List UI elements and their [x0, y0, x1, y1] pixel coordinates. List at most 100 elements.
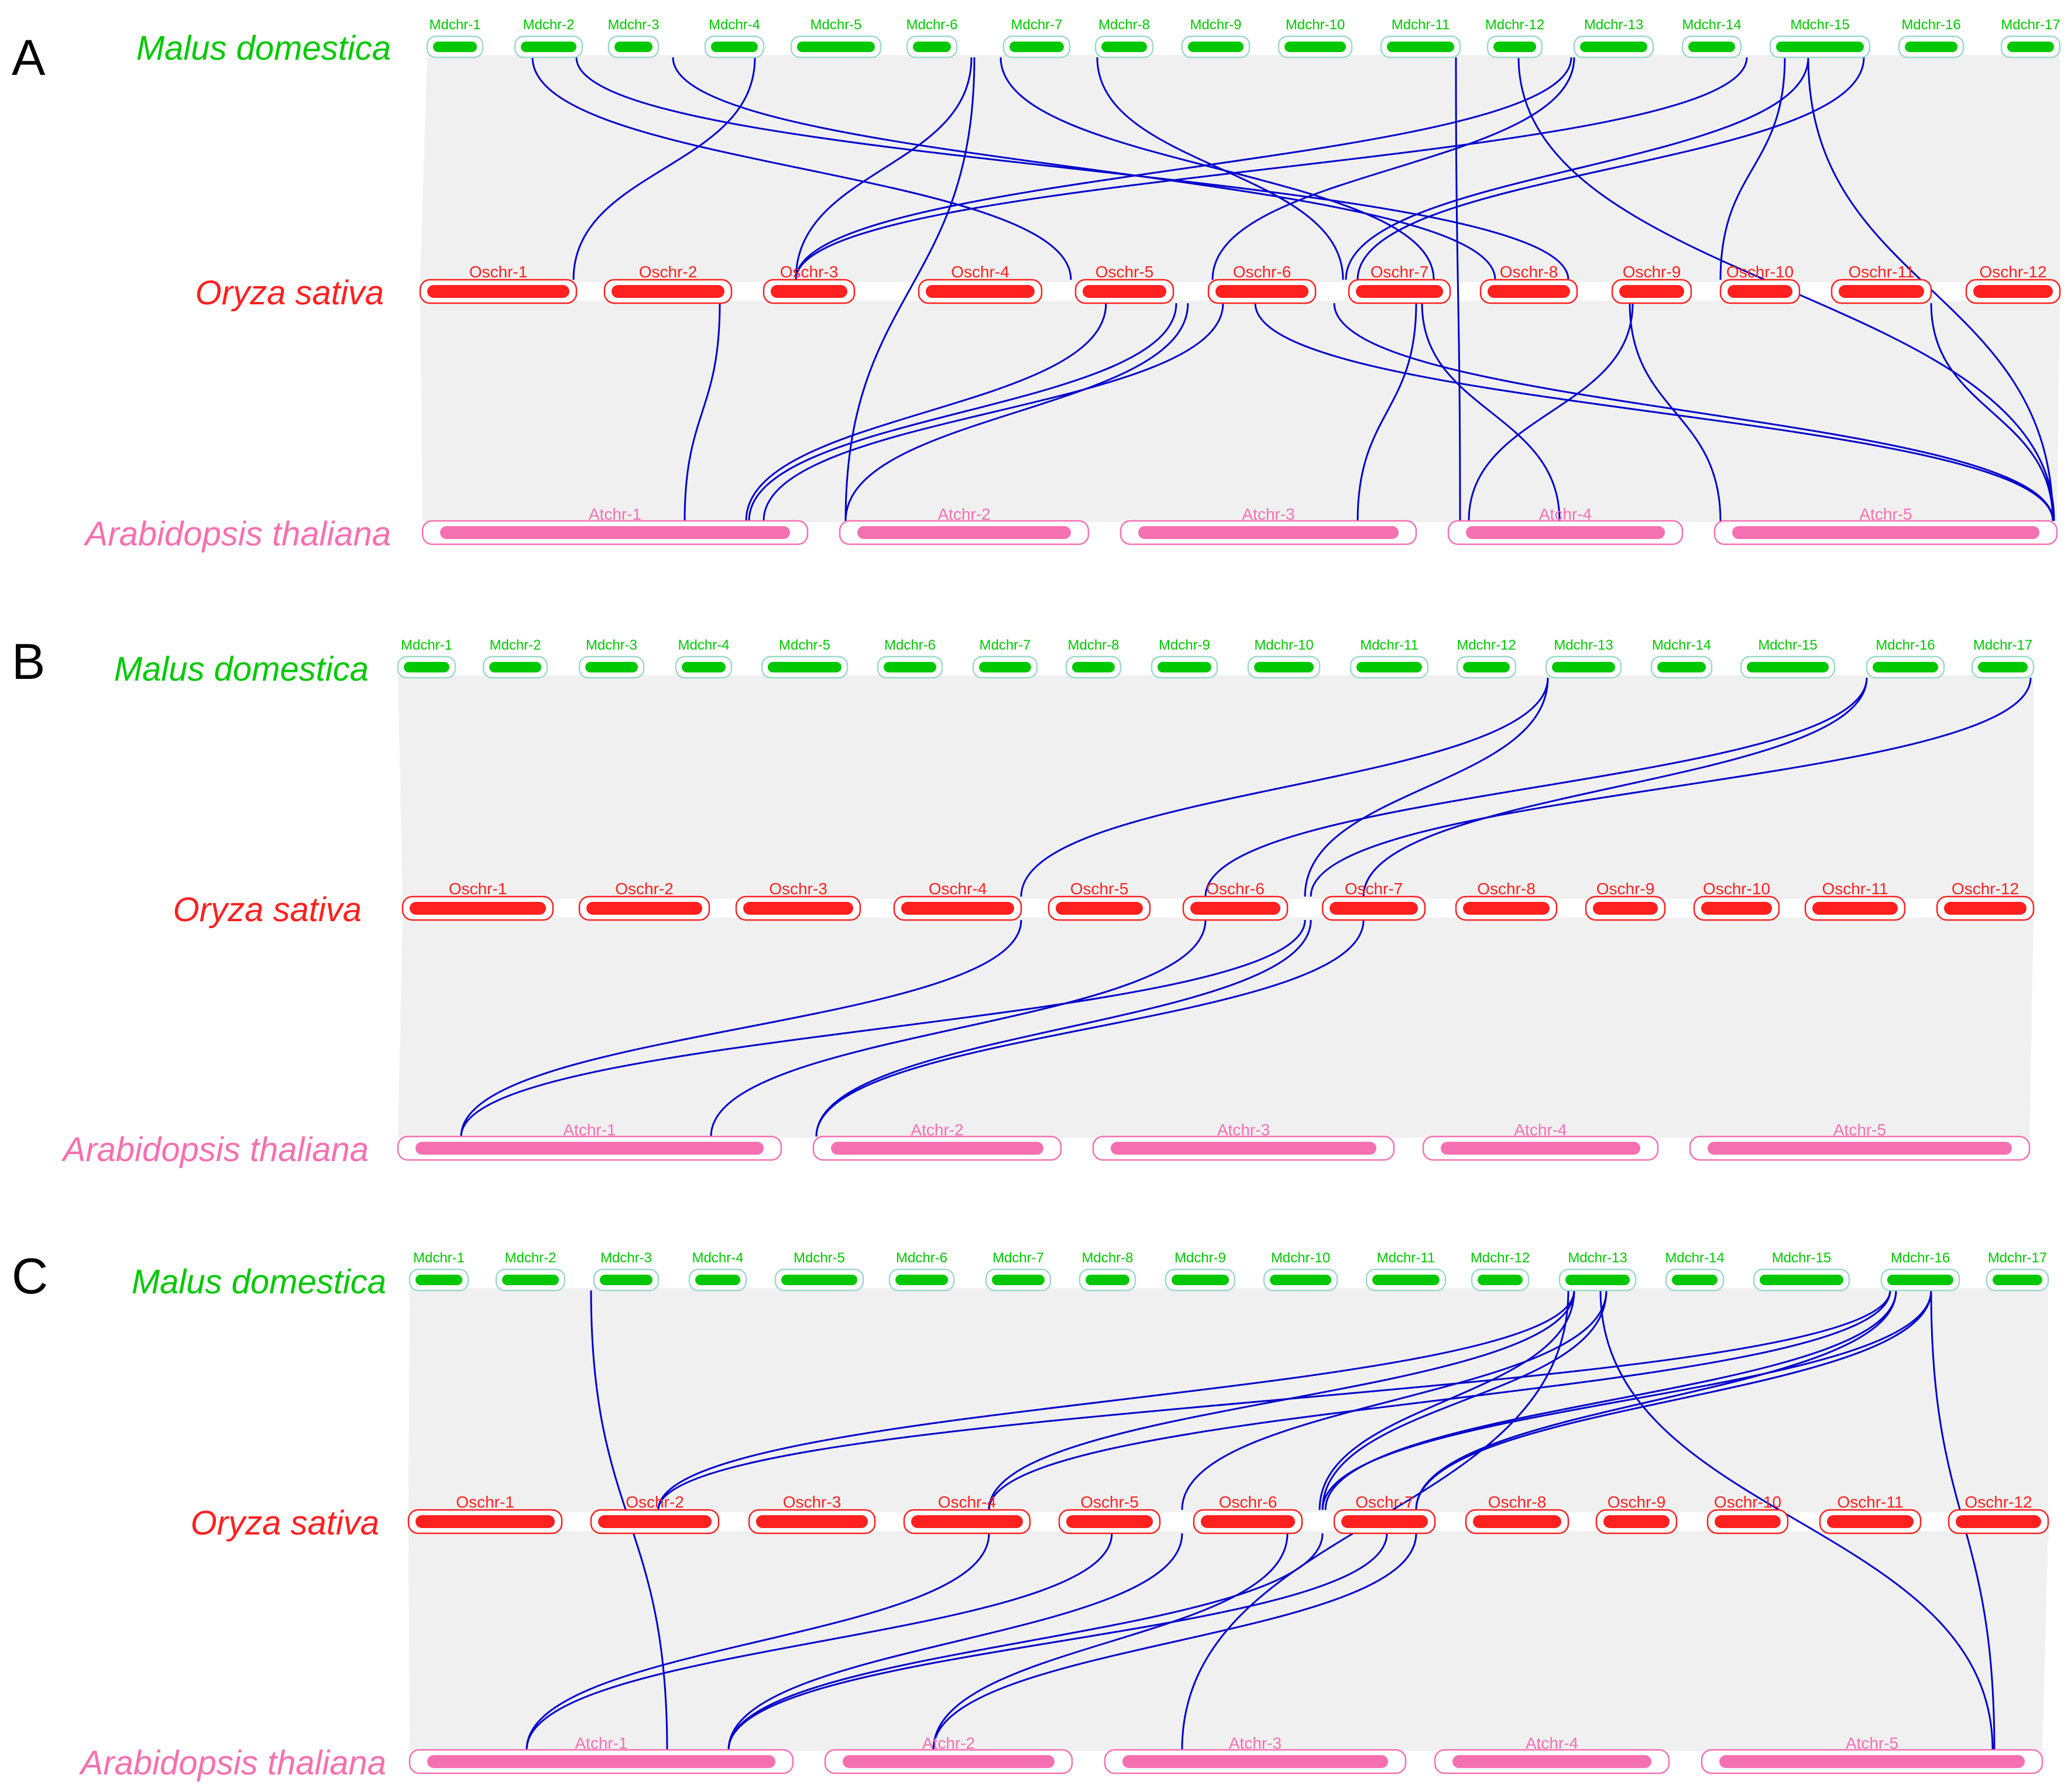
oryza-chromosome-a-10-bar	[1727, 285, 1792, 298]
malus-chromosome-a-9-bar	[1188, 42, 1244, 52]
malus-chromosome-b-2-bar	[489, 662, 541, 672]
oryza-chromosome-b-6-bar	[1190, 902, 1280, 915]
arabidopsis-chromosome-b-5-bar	[1708, 1142, 2012, 1155]
malus-chromosome-b-15-bar	[1747, 662, 1829, 672]
malus-chromosome-c-2-bar	[502, 1275, 559, 1285]
species-label-arabidopsis: Arabidopsis thaliana	[84, 515, 391, 553]
oryza-chromosome-b-2-bar	[586, 902, 702, 915]
oryza-chromosome-a-10-label: Oschr-10	[1726, 263, 1794, 281]
malus-chromosome-a-16-bar	[1905, 42, 1957, 52]
malus-chromosome-c-8-label: Mdchr-8	[1081, 1250, 1133, 1266]
arabidopsis-chromosome-b-2-bar	[831, 1142, 1043, 1155]
panel-letter-b: B	[12, 634, 45, 690]
malus-chromosome-a-16-label: Mdchr-16	[1901, 17, 1960, 33]
malus-chromosome-b-11-label: Mdchr-11	[1360, 637, 1419, 653]
malus-chromosome-c-12-bar	[1478, 1275, 1523, 1285]
oryza-chromosome-a-2-label: Oschr-2	[639, 263, 698, 281]
malus-chromosome-b-13-label: Mdchr-13	[1554, 637, 1613, 653]
species-label-oryza: Oryza sativa	[173, 891, 362, 929]
oryza-chromosome-b-6-label: Oschr-6	[1206, 880, 1265, 898]
link-md-os	[795, 57, 1748, 280]
background-collinearity-layer	[398, 54, 2060, 1752]
malus-chromosome-c-2-label: Mdchr-2	[504, 1250, 556, 1266]
oryza-chromosome-b-9-label: Oschr-9	[1596, 880, 1655, 898]
malus-chromosome-a-11-bar	[1387, 42, 1454, 52]
malus-chromosome-b-15-label: Mdchr-15	[1758, 637, 1817, 653]
arabidopsis-chromosome-c-3-bar	[1122, 1755, 1388, 1768]
oryza-chromosome-a-11-bar	[1839, 285, 1924, 298]
link-md-os	[1211, 57, 1575, 280]
link-os-at	[526, 1533, 1113, 1750]
malus-chromosome-b-8-bar	[1072, 662, 1115, 672]
oryza-chromosome-b-10-bar	[1701, 902, 1772, 915]
malus-chromosome-b-13-bar	[1552, 662, 1615, 672]
oryza-chromosome-c-9-label: Oschr-9	[1608, 1493, 1666, 1511]
malus-chromosome-b-7-bar	[979, 662, 1031, 672]
malus-chromosome-c-4-bar	[695, 1275, 740, 1285]
malus-chromosome-b-12-label: Mdchr-12	[1457, 637, 1516, 653]
malus-chromosome-b-10-bar	[1254, 662, 1314, 672]
malus-chromosome-c-1-bar	[415, 1275, 462, 1285]
oryza-chromosome-c-3-bar	[756, 1515, 868, 1528]
malus-chromosome-a-4-bar	[711, 42, 758, 52]
malus-chromosome-c-14-label: Mdchr-14	[1665, 1250, 1724, 1266]
malus-chromosome-c-7-label: Mdchr-7	[992, 1250, 1044, 1266]
arabidopsis-chromosome-a-2-label: Atchr-2	[937, 505, 990, 523]
arabidopsis-chromosome-c-1-label: Atchr-1	[575, 1734, 627, 1752]
malus-chromosome-c-8-bar	[1086, 1275, 1129, 1285]
malus-chromosome-a-7-label: Mdchr-7	[1011, 17, 1062, 33]
oryza-chromosome-b-3-label: Oschr-3	[769, 880, 827, 898]
malus-chromosome-a-9-label: Mdchr-9	[1190, 17, 1241, 33]
link-md-os	[1415, 1290, 1897, 1511]
malus-chromosome-c-5-label: Mdchr-5	[794, 1250, 845, 1266]
oryza-chromosome-c-5-bar	[1066, 1515, 1153, 1528]
arabidopsis-chromosome-b-2-label: Atchr-2	[911, 1121, 963, 1139]
malus-chromosome-b-3-bar	[585, 662, 638, 672]
oryza-chromosome-a-8-bar	[1488, 285, 1570, 298]
link-md-at	[460, 919, 1022, 1137]
oryza-chromosome-a-7-bar	[1356, 285, 1443, 298]
link-md-os	[575, 57, 1569, 280]
malus-chromosome-a-5-bar	[797, 42, 875, 52]
malus-chromosome-b-9-bar	[1158, 662, 1211, 672]
oryza-chromosome-b-10-label: Oschr-10	[1703, 880, 1770, 898]
panel-letter-c: C	[12, 1248, 48, 1304]
oryza-chromosome-c-8-label: Oschr-8	[1488, 1493, 1547, 1511]
malus-chromosome-c-9-label: Mdchr-9	[1174, 1250, 1226, 1266]
malus-chromosome-c-13-label: Mdchr-13	[1568, 1250, 1627, 1266]
link-os-at	[844, 303, 1189, 521]
link-md-os	[795, 57, 973, 280]
malus-chromosome-a-17-label: Mdchr-17	[2001, 17, 2060, 33]
link-os-at	[727, 1533, 1388, 1750]
arabidopsis-chromosome-b-5-label: Atchr-5	[1833, 1121, 1886, 1139]
arabidopsis-chromosome-b-1-label: Atchr-1	[563, 1121, 616, 1139]
oryza-chromosome-b-7-bar	[1330, 902, 1418, 915]
malus-chromosome-a-13-label: Mdchr-13	[1584, 17, 1643, 33]
oryza-chromosome-a-2-bar	[612, 285, 724, 298]
link-md-at	[1599, 1290, 1994, 1750]
oryza-chromosome-a-1-bar	[427, 285, 569, 298]
malus-chromosome-c-12-label: Mdchr-12	[1471, 1250, 1530, 1266]
oryza-chromosome-c-6-label: Oschr-6	[1219, 1493, 1277, 1511]
oryza-chromosome-a-9-bar	[1619, 285, 1684, 298]
panel-letter-a: A	[12, 30, 46, 86]
background-band	[420, 55, 2060, 282]
malus-chromosome-c-14-bar	[1672, 1275, 1718, 1285]
malus-chromosome-b-6-label: Mdchr-6	[884, 637, 936, 653]
background-links-panel-b	[398, 675, 2034, 1138]
link-md-os	[1020, 677, 1549, 897]
link-os-at	[684, 303, 721, 521]
species-label-malus: Malus domestica	[114, 650, 369, 688]
arabidopsis-chromosome-c-4-bar	[1452, 1755, 1651, 1768]
link-os-at	[1930, 303, 2054, 521]
oryza-chromosome-c-6-bar	[1201, 1515, 1295, 1528]
malus-chromosome-c-1-label: Mdchr-1	[413, 1250, 465, 1266]
oryza-chromosome-c-4-bar	[911, 1515, 1023, 1528]
oryza-chromosome-c-12-label: Oschr-12	[1964, 1493, 2032, 1511]
malus-chromosome-c-3-bar	[600, 1275, 652, 1285]
oryza-chromosome-a-11-label: Oschr-11	[1848, 263, 1914, 281]
link-md-os	[1356, 57, 1865, 280]
malus-chromosome-a-2-label: Mdchr-2	[523, 17, 574, 33]
malus-chromosome-b-17-bar	[1978, 662, 2028, 672]
link-os-at	[1468, 303, 1634, 521]
